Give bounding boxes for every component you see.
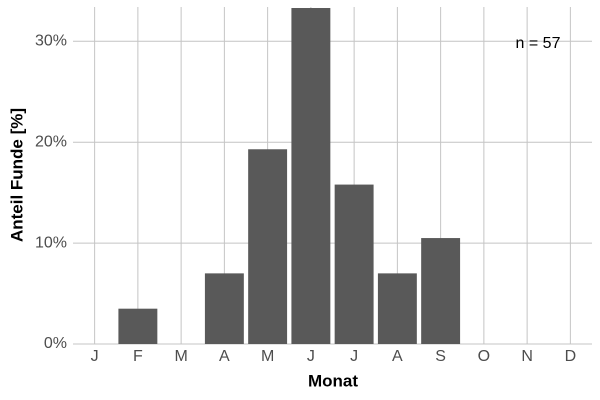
y-tick-label: 10% [35,234,67,251]
x-tick-label: J [350,348,358,365]
bar [421,238,461,344]
x-tick-label: F [133,348,143,365]
annotation: n = 57 [516,35,561,52]
y-axis-title: Anteil Funde [%] [7,108,26,242]
x-tick-label: A [392,348,403,365]
bar [118,308,158,344]
x-tick-label: J [307,348,315,365]
x-tick-label: J [91,348,99,365]
x-tick-label: O [478,348,490,365]
bar [377,273,417,344]
x-tick-label: A [219,348,230,365]
x-tick-label: N [521,348,533,365]
y-tick-label: 0% [44,335,67,352]
x-tick-label: D [565,348,577,365]
x-axis-title: Monat [308,371,358,390]
y-tick-label: 30% [35,33,67,50]
bar [334,184,374,344]
x-tick-label: M [261,348,274,365]
x-tick-label: S [435,348,446,365]
bar [291,8,331,345]
y-tick-label: 20% [35,133,67,150]
bar [248,149,288,344]
bar [204,273,244,344]
x-tick-label: M [174,348,187,365]
